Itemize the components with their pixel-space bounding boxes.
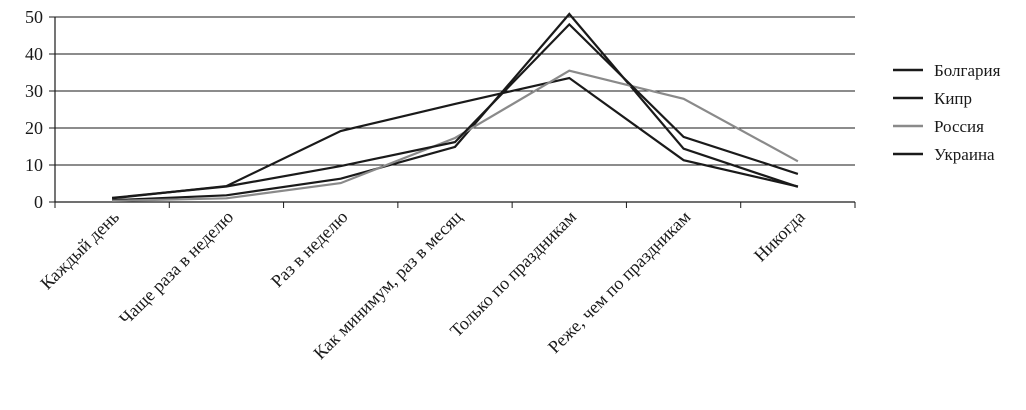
y-tick-label: 10 [25, 155, 43, 175]
legend: Болгария Кипр Россия Украина [893, 61, 1001, 164]
series-line-4 [111, 22, 799, 199]
x-tick-label: Каждый день [36, 207, 123, 294]
series-lines [111, 12, 799, 202]
axes [49, 16, 856, 208]
x-tick-label: Никогда [750, 207, 809, 266]
legend-label: Кипр [934, 89, 972, 108]
y-tick-label: 50 [25, 7, 43, 27]
y-tick-label: 40 [25, 44, 43, 64]
legend-label: Россия [934, 117, 984, 136]
x-tick-label: Раз в неделю [267, 207, 352, 292]
y-tick-label: 30 [25, 81, 43, 101]
x-tick-label: Только по праздникам [446, 207, 580, 341]
gridlines [55, 16, 855, 166]
series-line-3 [112, 69, 799, 202]
y-tick-labels: 0 10 20 30 40 50 [25, 7, 43, 212]
legend-label: Украина [934, 145, 995, 164]
y-tick-label: 0 [34, 192, 43, 212]
x-tick-label: Чаще раза в неделю [115, 207, 237, 329]
series-line-2 [112, 12, 799, 202]
y-tick-label: 20 [25, 118, 43, 138]
legend-label: Болгария [934, 61, 1001, 80]
